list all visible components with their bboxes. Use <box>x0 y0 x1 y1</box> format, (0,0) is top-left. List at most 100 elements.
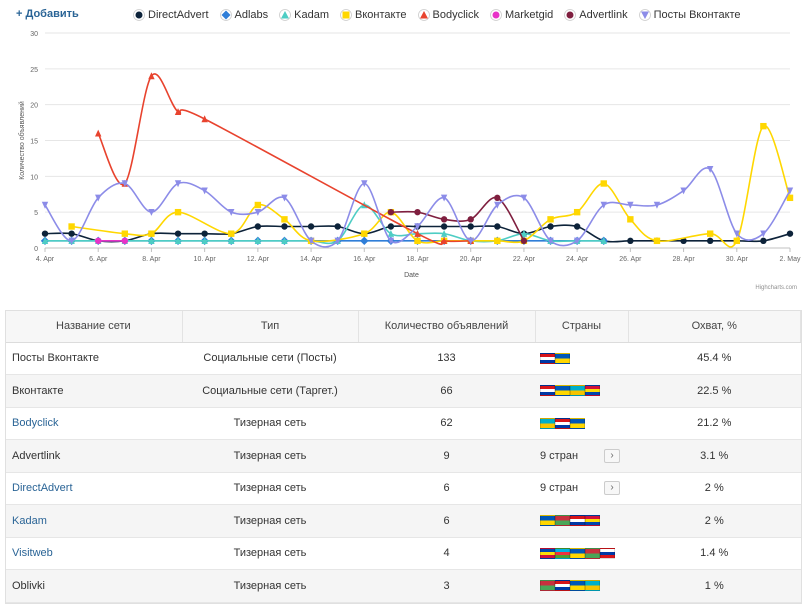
network-type: Социальные сети (Посты) <box>182 342 358 375</box>
add-button[interactable]: + Добавить <box>16 8 79 20</box>
x-tick-label: 26. Apr <box>619 256 642 263</box>
x-tick-label: 4. Apr <box>36 256 55 263</box>
data-point <box>494 201 501 209</box>
network-name-text[interactable]: Visitweb <box>12 547 53 560</box>
networks-table-container: Название сети Тип Количество объявлений … <box>5 310 802 604</box>
data-point <box>653 237 661 245</box>
network-name[interactable]: Visitweb <box>6 537 182 570</box>
x-tick-label: 24. Apr <box>566 256 589 263</box>
coverage: 1.4 % <box>628 537 801 570</box>
network-name-text[interactable]: Bodyclick <box>12 417 59 430</box>
data-point <box>387 229 395 237</box>
chart-legend: DirectAdvert Adlabs Kadam Вконтакте Bodyclic… <box>133 8 752 22</box>
legend-item[interactable]: Вконтакте <box>340 9 407 21</box>
x-tick-label: 30. Apr <box>726 256 749 263</box>
legend-item[interactable]: DirectAdvert <box>133 9 209 21</box>
data-point <box>201 230 208 237</box>
x-tick-label: 16. Apr <box>353 256 376 263</box>
data-point <box>148 208 155 216</box>
data-point <box>174 108 182 116</box>
col-header-coverage[interactable]: Охват, % <box>628 311 801 343</box>
data-point <box>361 230 368 237</box>
x-tick-label: 12. Apr <box>247 256 270 263</box>
country-flag-icon <box>570 515 585 527</box>
network-name-text: Вконтакте <box>12 384 64 397</box>
country-flag-icon <box>570 580 585 592</box>
data-point <box>733 230 740 238</box>
network-type: Тизерная сеть <box>182 439 358 473</box>
data-point <box>281 237 288 245</box>
col-header-ad-count[interactable]: Количество объявлений <box>358 311 536 343</box>
legend-marker-icon <box>133 9 145 21</box>
col-header-type[interactable]: Тип <box>182 311 359 343</box>
chart-credits[interactable]: Highcharts.com <box>755 285 797 291</box>
country-flag-icon <box>540 417 555 429</box>
network-type: Тизерная сеть <box>182 537 358 570</box>
col-header-network-name[interactable]: Название сети <box>6 311 183 343</box>
data-point <box>361 180 368 188</box>
network-name[interactable]: Bodyclick <box>6 407 182 440</box>
col-header-countries[interactable]: Страны <box>535 311 629 343</box>
table-row: Visitweb Тизерная сеть 4 1.4 % <box>6 537 801 570</box>
x-tick-label: 10. Apr <box>194 256 217 263</box>
data-point <box>334 237 341 245</box>
legend-item[interactable]: Advertlink <box>564 9 628 21</box>
country-flag-icon <box>585 385 600 397</box>
legend-label: Вконтакте <box>355 9 407 21</box>
legend-label: Bodyclick <box>432 9 479 21</box>
legend-item[interactable]: Посты Вконтакте <box>638 9 741 21</box>
ad-count: 6 <box>358 504 535 538</box>
network-name: Вконтакте <box>6 374 182 408</box>
countries <box>535 342 628 375</box>
countries: 9 стран › <box>535 439 628 473</box>
x-tick-label: 20. Apr <box>460 256 483 263</box>
ad-count: 3 <box>358 569 535 603</box>
network-name[interactable]: Kadam <box>6 504 182 538</box>
data-point <box>547 216 554 223</box>
data-point <box>706 237 714 245</box>
x-tick-label: 18. Apr <box>406 256 429 263</box>
network-name: Advertlink <box>6 439 182 473</box>
coverage: 22.5 % <box>628 374 801 408</box>
data-point <box>254 208 262 216</box>
network-name[interactable]: DirectAdvert <box>6 472 182 505</box>
legend-item[interactable]: Marketgid <box>490 9 553 21</box>
network-name-text[interactable]: DirectAdvert <box>12 482 73 495</box>
country-flag-icon <box>600 547 615 559</box>
data-point <box>201 237 208 245</box>
x-tick-label: 28. Apr <box>672 256 695 263</box>
legend-marker-icon <box>279 9 292 21</box>
data-point <box>573 237 581 245</box>
country-flag-icon <box>555 385 570 397</box>
countries: 9 стран › <box>535 472 628 505</box>
data-point <box>653 201 661 209</box>
legend-label: DirectAdvert <box>148 9 209 21</box>
data-point <box>494 223 501 230</box>
data-point <box>547 223 554 230</box>
data-point <box>228 208 235 216</box>
legend-marker-icon <box>564 9 577 21</box>
country-flag-icon <box>585 580 600 592</box>
legend-label: Marketgid <box>504 9 554 21</box>
legend-item[interactable]: Adlabs <box>219 9 268 21</box>
expand-countries-button[interactable]: › <box>604 481 621 496</box>
country-flag-icon <box>555 580 570 592</box>
network-type: Тизерная сеть <box>182 407 358 440</box>
coverage: 2 % <box>628 472 801 505</box>
network-name-text[interactable]: Kadam <box>12 514 47 527</box>
data-point <box>440 237 448 245</box>
country-flag-icon <box>555 417 570 429</box>
data-point <box>201 115 208 123</box>
expand-countries-button[interactable]: › <box>604 448 621 463</box>
table-row: Посты Вконтакте Социальные сети (Посты) 13… <box>6 342 801 375</box>
legend-item[interactable]: Bodyclick <box>417 9 479 21</box>
legend-item[interactable]: Kadam <box>279 9 329 21</box>
table-row: Вконтакте Социальные сети (Таргет.) 66 22.5… <box>6 374 801 408</box>
network-type: Тизерная сеть <box>182 472 358 505</box>
data-point <box>706 230 714 237</box>
network-type: Социальные сети (Таргет.) <box>182 374 358 408</box>
data-point <box>440 223 448 230</box>
country-flag-icon <box>555 547 570 559</box>
data-point <box>68 223 75 230</box>
data-point <box>520 194 528 202</box>
